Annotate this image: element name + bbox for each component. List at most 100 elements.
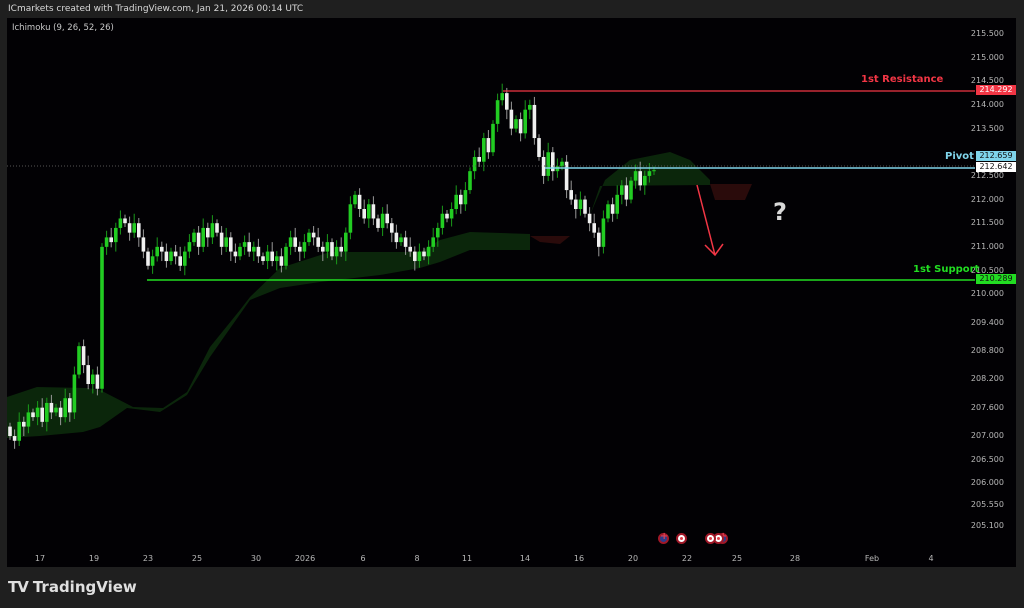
japan-flag-icon[interactable] (676, 533, 687, 544)
price-axis-label: 211.500 (970, 218, 1004, 228)
ichimoku-cloud (7, 152, 752, 438)
candle-bearish (196, 232, 201, 247)
candle-bearish (146, 251, 150, 266)
candle-bullish (132, 223, 136, 233)
cloud-bull-segment (7, 232, 530, 438)
levels (7, 90, 975, 281)
candle-bullish (242, 242, 247, 247)
candle-bearish (261, 256, 265, 262)
time-axis-label: 25 (191, 554, 203, 563)
candle-bullish (348, 204, 353, 233)
candle-bearish (569, 190, 573, 200)
chart-title: ICmarkets created with TradingView.com, … (8, 4, 304, 14)
candle-bullish (482, 138, 486, 162)
price-axis-label: 214.500 (970, 76, 1004, 86)
pivot-label: Pivot (945, 151, 974, 162)
candle-bearish (385, 213, 389, 224)
price-axis-label: 213.500 (970, 123, 1004, 133)
candle-bullish (399, 237, 403, 243)
price-axis-label: 205.100 (970, 520, 1004, 530)
candle-bearish (321, 246, 325, 252)
time-axis-label: 22 (681, 554, 693, 563)
chart-area[interactable]: Ichimoku (9, 26, 52, 26) 215.500 215.000 2… (7, 18, 1016, 567)
candle-bullish (472, 156, 477, 172)
candle-bullish (77, 346, 81, 375)
time-axis-label: 17 (34, 554, 46, 563)
candle-bullish (528, 104, 532, 110)
candle-bearish (173, 251, 178, 257)
candle-bearish (256, 246, 261, 257)
candle-bullish (91, 374, 95, 385)
candle-bullish (367, 204, 371, 219)
candle-bullish (238, 246, 242, 257)
candle-bullish (284, 246, 288, 266)
price-axis-label: 211.000 (970, 241, 1004, 251)
candle-bullish (449, 209, 454, 219)
candle-bearish (68, 398, 72, 413)
uk-flag-icon[interactable] (658, 531, 669, 544)
candle-bearish (22, 421, 26, 427)
question-mark-annotation: ? (773, 198, 787, 226)
candle-bullish (601, 218, 606, 247)
candle-bullish (155, 246, 159, 257)
candle-bearish (330, 242, 334, 257)
candle-bullish (578, 199, 583, 210)
candle-bearish (141, 237, 146, 252)
candle-bullish (307, 232, 311, 243)
time-axis-label: 11 (461, 554, 473, 563)
candle-bullish (500, 93, 504, 101)
candle-bullish (417, 251, 422, 262)
candle-bearish (518, 119, 523, 134)
candle-bearish (394, 232, 399, 243)
candle-bullish (555, 166, 560, 172)
candle-bearish (592, 223, 596, 233)
candle-bullish (436, 227, 440, 238)
candle-bullish (45, 402, 49, 422)
candle-bullish (468, 171, 472, 191)
candle-bullish (187, 242, 192, 252)
price-axis-label: 212.500 (970, 170, 1004, 180)
price-axis-label: 208.200 (970, 374, 1004, 384)
footer-brand[interactable]: TV TradingView (8, 578, 137, 596)
candle-bearish (81, 346, 86, 366)
candle-bullish (183, 251, 187, 266)
candle-bearish (270, 251, 274, 262)
candle-bearish (95, 374, 100, 389)
price-axis-label: 205.550 (970, 499, 1004, 509)
candle-bullish (114, 227, 118, 243)
tradingview-logo-icon: TV (8, 578, 29, 596)
candle-bearish (316, 237, 320, 247)
candle-bullish (54, 407, 58, 413)
candle-bearish (247, 242, 251, 252)
candle-bullish (620, 185, 624, 195)
candle-bearish (293, 237, 297, 247)
time-axis-label: 30 (250, 554, 262, 563)
candle-bullish (426, 246, 431, 257)
indicator-label[interactable]: Ichimoku (9, 26, 52, 26) (12, 23, 114, 33)
candle-bullish (431, 237, 435, 247)
candle-bullish (643, 175, 647, 186)
price-axis-label: 215.000 (970, 52, 1004, 62)
candle-bearish (12, 436, 17, 441)
japan-flag-icon[interactable] (705, 533, 716, 544)
candle-bearish (109, 237, 113, 243)
candle-bearish (408, 246, 412, 252)
candle-bullish (63, 398, 67, 418)
price-axis-label: 209.400 (970, 317, 1004, 327)
candle-bullish (104, 237, 109, 247)
candle-bearish (403, 237, 408, 247)
candle-bullish (118, 218, 123, 228)
price-axis-label: 212.000 (970, 194, 1004, 204)
candle-bullish (380, 213, 385, 228)
candle-bearish (376, 218, 380, 228)
time-axis-label: 20 (627, 554, 639, 563)
time-axis-label: Feb (864, 554, 880, 563)
candle-bearish (127, 223, 132, 233)
candle-bullish (169, 251, 173, 262)
candle-bearish (371, 204, 376, 219)
resistance-price-tag: 214.292 (976, 85, 1016, 95)
candle-bullish (302, 242, 307, 252)
candle-bearish (8, 426, 12, 437)
price-axis-label: 207.600 (970, 402, 1004, 412)
candle-bullish (606, 204, 610, 219)
